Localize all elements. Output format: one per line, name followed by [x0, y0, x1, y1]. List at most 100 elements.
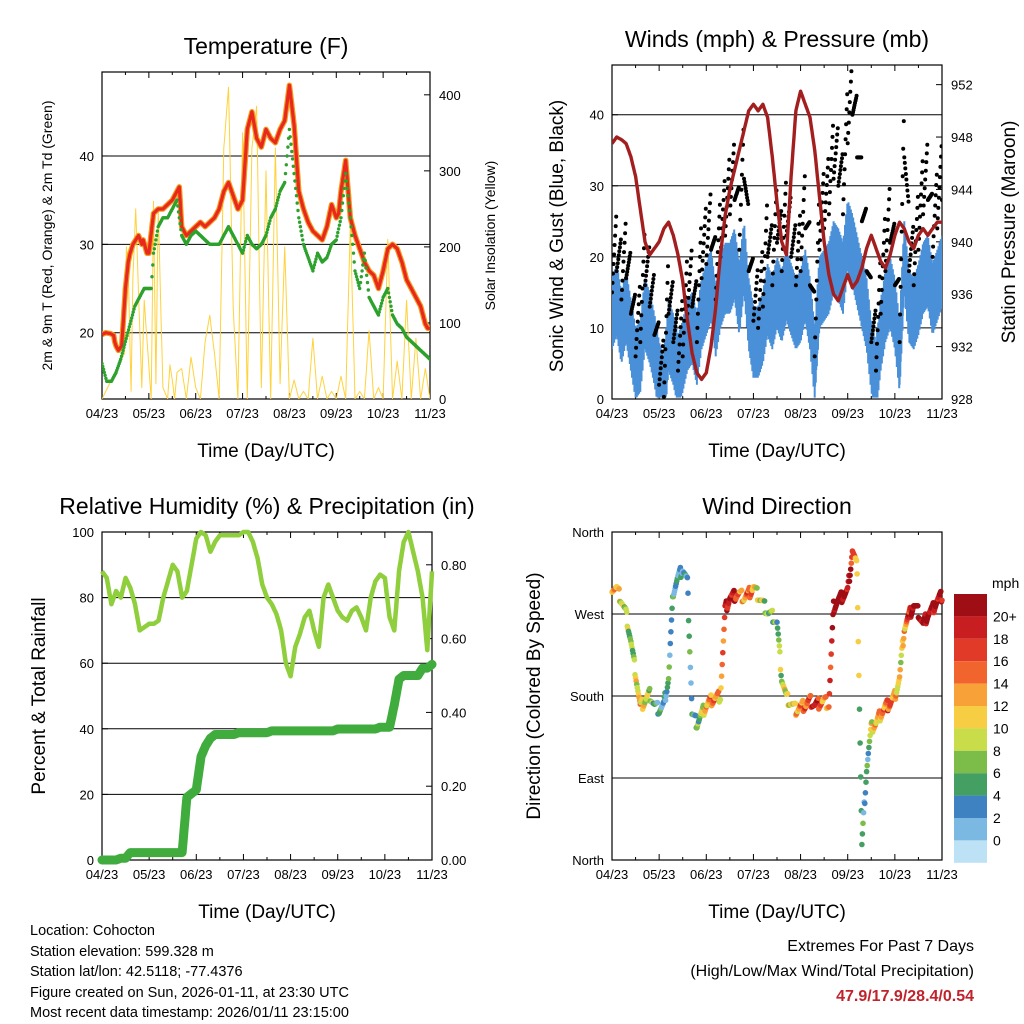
dewpoint-point	[336, 230, 340, 235]
gust-point	[680, 354, 685, 359]
dewpoint-point	[366, 288, 370, 292]
colorbar-swatch	[954, 728, 987, 751]
direction-point	[815, 695, 822, 702]
gust-point	[697, 283, 701, 288]
gust-point	[879, 299, 884, 304]
colorbar-label: 18	[993, 631, 1009, 647]
gust-point	[754, 280, 759, 285]
colorbar-label: 8	[993, 743, 1001, 759]
gust-point	[722, 188, 727, 193]
gust-point	[780, 258, 785, 262]
direction-point	[860, 809, 867, 816]
x-tick-label: 07/23	[226, 406, 259, 421]
dewpoint-point	[243, 242, 247, 246]
y-tick-label: 0	[87, 853, 94, 868]
gust-point	[633, 354, 638, 359]
gust-point	[885, 228, 890, 232]
dewpoint-point	[346, 194, 350, 198]
dewpoint-point	[291, 164, 295, 168]
colorbar-swatch	[954, 818, 987, 841]
direction-point	[720, 649, 726, 656]
dewpoint-point	[155, 233, 159, 238]
direction-point	[774, 625, 781, 631]
gust-point	[931, 234, 936, 239]
extremes-box: Extremes For Past 7 Days (High/Low/Max W…	[690, 934, 974, 1009]
gust-point	[922, 194, 927, 199]
gust-point	[802, 174, 807, 179]
gust-point	[706, 227, 711, 232]
gust-point	[904, 183, 909, 187]
gust-point	[742, 179, 747, 184]
gust-point	[790, 247, 795, 251]
gust-point	[882, 228, 887, 233]
gust-point	[938, 164, 942, 169]
gust-point	[854, 93, 859, 98]
gust-point	[914, 217, 919, 221]
direction-point	[846, 578, 853, 585]
gust-point	[792, 227, 797, 232]
dewpoint-point	[389, 304, 393, 308]
gust-point	[767, 239, 772, 244]
gust-point	[638, 326, 643, 331]
y-tick-label: 40	[80, 149, 94, 164]
direction-point	[859, 831, 866, 837]
y-tick-label: 20	[80, 326, 94, 341]
gust-point	[657, 377, 662, 382]
gust-point	[617, 245, 622, 250]
gust-point	[744, 189, 749, 194]
gust-point	[704, 253, 709, 258]
gust-point	[878, 311, 883, 316]
y-tick-label: 40	[80, 722, 94, 737]
y-right-tick-label: 952	[951, 78, 973, 93]
gust-point	[615, 261, 620, 266]
gust-point	[812, 354, 817, 359]
colorbar-swatch	[954, 773, 987, 796]
gust-point	[797, 222, 802, 227]
colorbar-label: 0	[993, 832, 1001, 848]
x-tick-label: 07/23	[737, 406, 770, 421]
direction-point	[848, 560, 855, 566]
direction-point	[847, 566, 854, 572]
dewpoint-point	[334, 238, 338, 242]
gust-point	[728, 203, 733, 208]
dewpoint-point	[365, 273, 369, 277]
gust-point	[844, 107, 849, 112]
gust-point	[759, 269, 764, 274]
x-tick-label: 05/23	[133, 867, 166, 882]
direction-point	[662, 697, 669, 704]
colorbar-label: 6	[993, 765, 1001, 781]
gust-point	[640, 286, 645, 291]
gust-point	[635, 319, 640, 324]
gust-point	[887, 197, 892, 202]
gust-point	[935, 216, 940, 221]
gust-point	[842, 182, 846, 187]
gust-point	[702, 232, 707, 237]
gust-point	[686, 295, 691, 300]
gust-point	[739, 187, 744, 192]
gust-point	[688, 264, 693, 269]
gust-point	[754, 287, 758, 292]
gust-point	[656, 320, 661, 325]
gust-point	[783, 180, 788, 185]
dewpoint-point	[358, 286, 362, 291]
y-right-tick-label: 0.20	[441, 779, 466, 794]
extremes-subheading: (High/Low/Max Wind/Total Precipitation)	[690, 963, 974, 980]
dewpoint-point	[103, 373, 107, 378]
gust-point	[897, 340, 902, 345]
colorbar-label: 20+	[993, 608, 1017, 624]
gust-point	[716, 238, 721, 243]
gust-point	[731, 160, 735, 165]
gust-point	[701, 241, 706, 246]
gust-point	[768, 231, 773, 236]
direction-point	[687, 664, 694, 671]
dewpoint-point	[153, 242, 157, 246]
gust-point	[676, 368, 680, 373]
x-tick-label: 04/23	[86, 406, 119, 421]
dewpoint-point	[360, 269, 364, 273]
gust-point	[897, 277, 901, 281]
dewpoint-point	[364, 266, 368, 270]
y-axis-title-left: Direction (Colored By Speed)	[524, 572, 545, 819]
gust-point	[796, 239, 801, 244]
gust-point	[827, 201, 832, 206]
panel-title: Wind Direction	[702, 493, 852, 519]
